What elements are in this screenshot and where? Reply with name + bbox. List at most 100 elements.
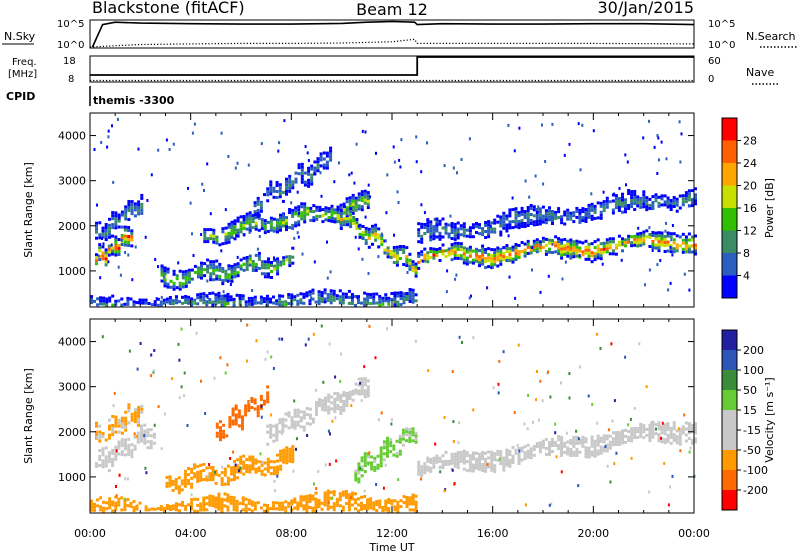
power-cell: [399, 297, 403, 301]
power-cell: [444, 249, 448, 253]
velocity-cell: [234, 422, 238, 426]
power-cell: [566, 239, 570, 243]
velocity-cell: [326, 504, 330, 508]
velocity-cell: [190, 476, 194, 480]
velocity-cell: [250, 503, 254, 507]
power-cell: [657, 243, 661, 247]
power-cell: [281, 190, 285, 194]
velocity-cell: [269, 507, 272, 511]
power-cell: [360, 301, 363, 305]
velocity-cell: [354, 469, 358, 473]
power-noise-cell: [433, 217, 436, 221]
power-cell: [310, 182, 314, 186]
power-cell: [538, 216, 542, 220]
power-cell: [364, 229, 368, 233]
velocity-cell: [282, 451, 286, 455]
power-cell: [178, 269, 182, 273]
power-cell: [111, 249, 114, 253]
velocity-cell: [475, 463, 478, 467]
velocity-cell: [183, 481, 187, 485]
power-noise-cell: [313, 172, 316, 176]
power-cell: [532, 248, 536, 252]
velocity-cell: [90, 502, 93, 506]
power-cell: [535, 238, 539, 242]
velocity-cell: [654, 423, 658, 427]
velocity-cell: [438, 459, 442, 463]
power-cell: [438, 219, 442, 223]
velocity-cell: [214, 502, 218, 506]
power-cell: [569, 217, 573, 221]
power-cell: [285, 222, 288, 226]
velocity-cell: [357, 392, 361, 396]
power-cell: [141, 301, 145, 305]
power-cell: [184, 272, 188, 276]
power-noise-cell: [209, 212, 212, 216]
velocity-cell: [111, 433, 115, 436]
power-noise-cell: [443, 164, 446, 168]
velocity-cell: [360, 504, 363, 508]
velocity-noise-cell: [293, 399, 296, 403]
velocity-noise-cell: [334, 416, 337, 420]
velocity-cell: [357, 465, 361, 469]
velocity-cell: [241, 421, 244, 425]
power-cell: [127, 241, 131, 244]
velocity-noise-cell: [669, 485, 671, 489]
velocity-cell: [251, 467, 255, 471]
velocity-cell: [259, 397, 263, 401]
power-cell: [621, 204, 624, 208]
velocity-cell: [335, 500, 339, 504]
power-cell: [374, 235, 378, 239]
power-cell: [336, 205, 340, 209]
power-cell: [438, 247, 442, 250]
power-noise-cell: [393, 233, 395, 237]
power-cell: [117, 216, 121, 220]
power-cell: [432, 234, 436, 238]
power-colorbar-segment: [722, 253, 737, 276]
power-cell: [117, 244, 121, 247]
velocity-noise-cell: [526, 427, 529, 431]
velocity-cell: [435, 460, 439, 464]
power-cell: [120, 234, 124, 237]
velocity-cell: [345, 404, 349, 407]
power-cell: [200, 273, 203, 277]
velocity-cell: [372, 504, 376, 508]
velocity-cell: [127, 446, 131, 450]
velocity-colorbar-segment: [722, 370, 737, 391]
velocity-cell: [538, 444, 542, 448]
power-noise-cell: [154, 258, 157, 261]
power-cell: [414, 299, 418, 303]
power-cell: [212, 263, 216, 267]
velocity-noise-cell: [324, 463, 327, 467]
power-cell: [387, 296, 391, 300]
power-cell: [111, 223, 115, 227]
power-cell: [245, 268, 249, 271]
velocity-cell: [219, 432, 222, 436]
power-cell: [212, 278, 216, 282]
power-noise-cell: [243, 233, 246, 237]
power-cell: [350, 302, 354, 305]
power-cell: [95, 262, 98, 266]
power-noise-cell: [99, 276, 102, 280]
velocity-cell: [487, 462, 491, 466]
power-cell: [108, 296, 112, 300]
power-cell: [209, 263, 213, 267]
velocity-cell: [259, 406, 263, 410]
velocity-colorbar-tick-label: -15: [743, 424, 761, 437]
power-cell: [374, 229, 378, 233]
velocity-cell: [666, 434, 670, 437]
velocity-cell: [327, 408, 331, 412]
power-cell: [450, 249, 454, 253]
velocity-cell: [228, 416, 232, 420]
velocity-noise-cell: [280, 432, 283, 435]
velocity-cell: [226, 496, 230, 500]
power-cell: [529, 248, 533, 252]
power-cell: [303, 202, 307, 206]
velocity-cell: [111, 448, 115, 452]
velocity-cell: [293, 500, 297, 504]
velocity-cell: [382, 452, 386, 456]
velocity-cell: [505, 454, 509, 458]
power-cell: [578, 217, 582, 221]
velocity-cell: [541, 445, 545, 449]
power-cell: [284, 300, 288, 304]
power-cell: [178, 281, 182, 285]
